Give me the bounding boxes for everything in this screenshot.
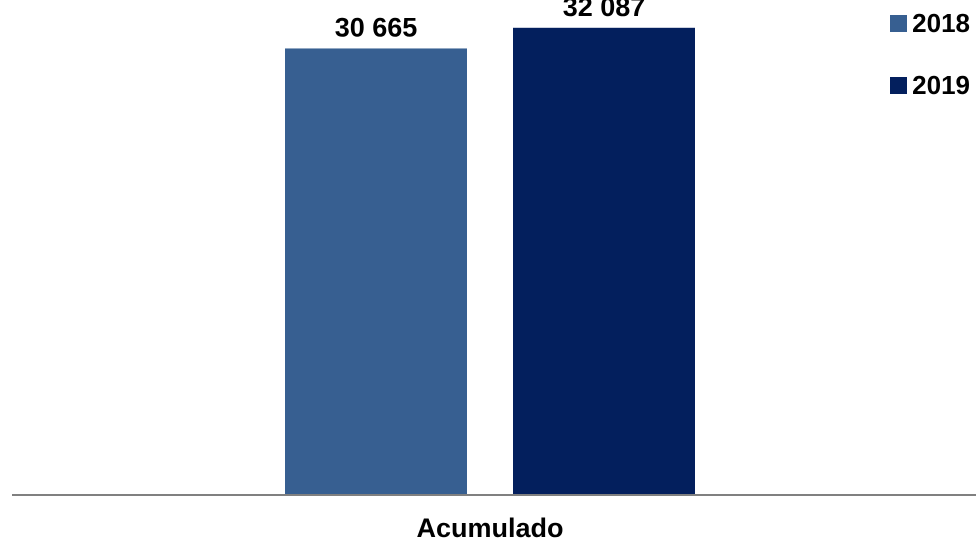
legend-label-2018: 2018 [912,7,970,38]
bar-2018 [285,48,467,494]
bar-2019 [513,27,695,494]
legend-item-2018: 2018 [890,7,970,38]
legend-label-2019: 2019 [912,69,970,100]
legend-swatch-2019 [890,76,908,94]
data-label-2018: 30 665 [335,12,418,42]
x-tick-label: Acumulado [416,513,563,543]
legend-swatch-2018 [890,14,908,32]
data-label-2019: 32 087 [563,0,646,22]
legend-item-2019: 2019 [890,69,970,100]
legend: 2018 2019 [890,7,970,134]
